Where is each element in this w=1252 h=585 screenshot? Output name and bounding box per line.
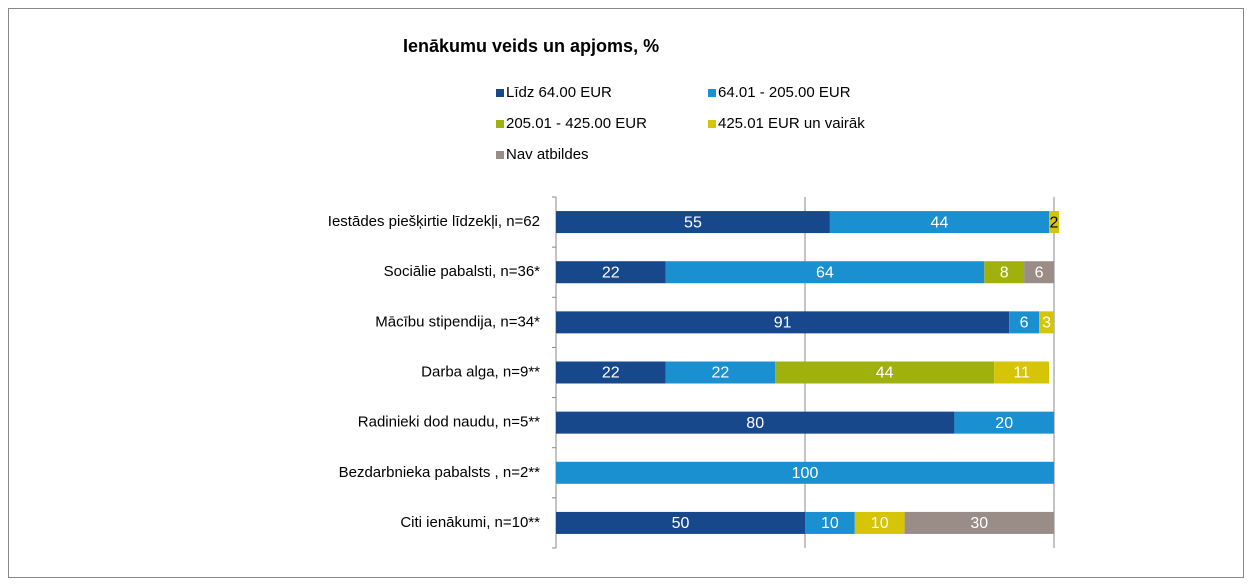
- data-label: 10: [821, 515, 839, 532]
- bar-segment: [854, 511, 905, 534]
- bar-segment: [556, 311, 1010, 334]
- category-label: Sociālie pabalsti, n=36*: [384, 263, 541, 280]
- bar-segment: [665, 261, 985, 284]
- data-label: 8: [1000, 264, 1009, 281]
- data-label: 50: [672, 515, 690, 532]
- legend-label: 205.01 - 425.00 EUR: [506, 115, 647, 132]
- bar-segment: [829, 211, 1050, 234]
- legend-swatch: [496, 89, 504, 97]
- category-label: Darba alga, n=9**: [421, 363, 540, 380]
- data-label: 91: [774, 315, 792, 332]
- category-label: Citi ienākumi, n=10**: [400, 514, 540, 531]
- bar-segment: [984, 261, 1025, 284]
- bar-segment: [556, 361, 666, 384]
- bar-segment: [805, 511, 855, 534]
- category-label: Mācību stipendija, n=34*: [375, 313, 540, 330]
- data-label: 44: [931, 214, 949, 231]
- category-label: Radinieki dod naudu, n=5**: [358, 414, 540, 431]
- legend-label: 64.01 - 205.00 EUR: [718, 84, 851, 101]
- bar-segment: [665, 361, 776, 384]
- data-label: 10: [871, 515, 889, 532]
- legend-swatch: [708, 89, 716, 97]
- bar-segment: [904, 511, 1054, 534]
- data-label: 22: [602, 264, 620, 281]
- bar-segment: [994, 361, 1050, 384]
- frame: [8, 8, 1244, 578]
- legend-label: 425.01 EUR un vairāk: [718, 115, 865, 132]
- data-label: 11: [1013, 365, 1030, 382]
- legend-swatch: [496, 120, 504, 128]
- data-label: 44: [876, 365, 894, 382]
- legend-label: Nav atbildes: [506, 146, 589, 163]
- data-label: 6: [1020, 315, 1029, 332]
- chart-title: Ienākumu veids un apjoms, %: [403, 36, 659, 56]
- data-label: 22: [602, 365, 620, 382]
- data-label: 2: [1050, 214, 1059, 231]
- bar-segment: [1024, 261, 1054, 284]
- data-label: 80: [746, 415, 764, 432]
- data-label: 100: [792, 465, 819, 482]
- data-label: 22: [711, 365, 729, 382]
- bar-segment: [1039, 311, 1054, 334]
- bar-segment: [954, 411, 1054, 434]
- category-label: Bezdarbnieka pabalsts , n=2**: [339, 464, 541, 481]
- legend-label: Līdz 64.00 EUR: [506, 84, 612, 101]
- bar-segment: [556, 461, 1054, 484]
- data-label: 55: [684, 214, 702, 231]
- data-label: 6: [1035, 264, 1044, 281]
- legend-swatch: [496, 151, 504, 159]
- data-label: 20: [995, 415, 1013, 432]
- legend-swatch: [708, 120, 716, 128]
- bar-segment: [556, 511, 805, 534]
- bar-segment: [556, 261, 666, 284]
- bar-segment: [556, 411, 955, 434]
- category-label: Iestādes piešķirtie līdzekļi, n=62: [328, 213, 540, 230]
- bar-segment: [1009, 311, 1040, 334]
- data-label: 64: [816, 264, 834, 281]
- bar-segment: [1049, 211, 1059, 234]
- bar-segment: [556, 211, 830, 234]
- data-label: 3: [1042, 315, 1051, 332]
- bar-segment: [775, 361, 995, 384]
- data-label: 30: [970, 515, 988, 532]
